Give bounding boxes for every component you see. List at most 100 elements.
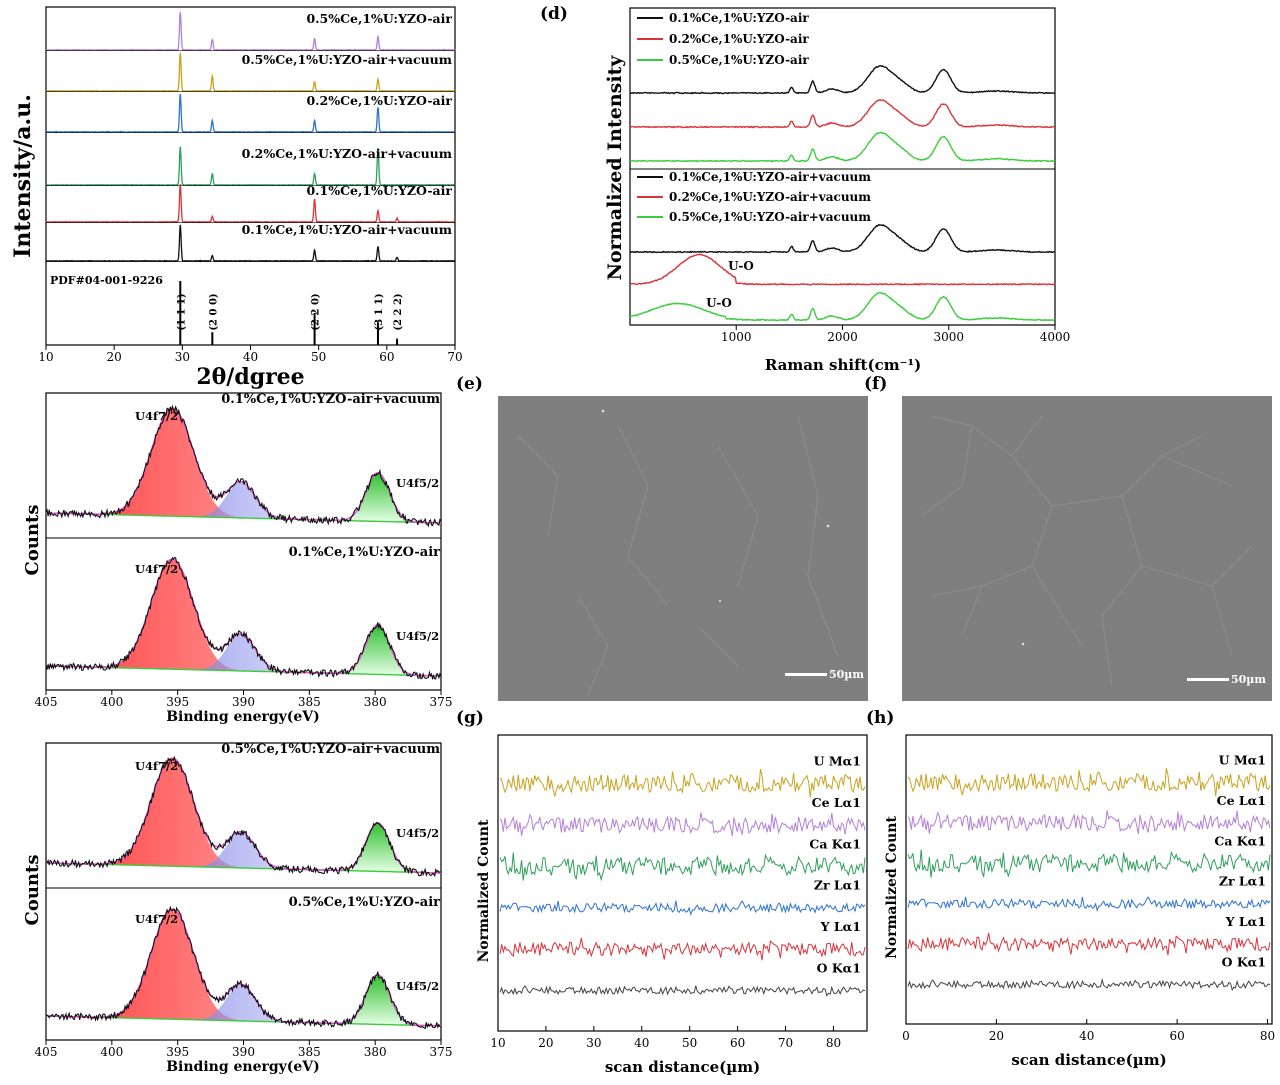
xrd-series-label-5: 0.1%Ce,1%U:YZO-air+vacuum	[242, 222, 452, 237]
xrd-xtick-label-3: 40	[243, 350, 258, 364]
edsh-xtick-label-3: 60	[1169, 1029, 1184, 1043]
xrd-xtick-label-4: 50	[311, 350, 326, 364]
xrd-reference-label-2: (2 2 0)	[311, 293, 322, 330]
panel-letter-g: (g)	[456, 708, 484, 728]
xps-chart-bottom: 405 400 395 390 385 380 375 Binding energy(eV) C…	[22, 742, 452, 1075]
xps1-peak-u4f52-0	[46, 472, 441, 523]
raman-ylabel: Normalized Intensity	[604, 55, 626, 281]
raman-legend-label-2: 0.5%Ce,1%U:YZO-air	[669, 53, 809, 67]
xps1-xtick-label-1: 400	[100, 695, 123, 709]
raman-legend-label-4: 0.2%Ce,1%U:YZO-air+vacuum	[669, 190, 871, 204]
edsg-series-label-0: U Mα1	[814, 753, 861, 768]
edsh-ylabel: Normalized Count	[884, 816, 900, 959]
sem-image-e: 50µm	[498, 396, 868, 701]
xps2-background-0	[46, 862, 441, 874]
xps1-background-1	[46, 665, 441, 677]
xrd-series-label-3: 0.2%Ce,1%U:YZO-air+vacuum	[242, 146, 452, 161]
edsg-series-label-1: Ce Lα1	[812, 795, 861, 810]
raman-series-3	[629, 223, 1056, 254]
raman-legend-label-5: 0.5%Ce,1%U:YZO-air+vacuum	[669, 210, 871, 224]
xps1-xtick-label-6: 375	[430, 695, 453, 709]
edsh-series-5	[907, 977, 1271, 992]
sem-f-scalebar-label: 50µm	[1231, 673, 1266, 686]
raman-xtick-label-2: 3000	[933, 330, 964, 344]
xrd-series-0	[46, 12, 456, 52]
xps2-peak-u4f72-0	[46, 758, 441, 873]
raman-series-2	[629, 131, 1056, 163]
sem-f-scalebar: 50µm	[1187, 673, 1266, 686]
eds-chart-h: 0 20 40 60 80 scan distance(µm) Normalized Cou…	[884, 734, 1275, 1069]
xps1-xlabel: Binding energy(eV)	[166, 709, 320, 725]
xps2-peak-u4f72-1	[46, 909, 441, 1026]
xps1-xtick-label-2: 395	[166, 695, 189, 709]
xps2-annotation-b-0: U4f5/2	[396, 826, 439, 840]
xps2-xtick-label-0: 405	[35, 1045, 58, 1059]
xrd-xtick-label-0: 10	[38, 350, 53, 364]
xrd-series-label-0: 0.5%Ce,1%U:YZO-air	[306, 11, 452, 26]
edsg-series-0	[499, 768, 866, 798]
raman-series-0	[629, 64, 1056, 95]
xps2-xtick-label-5: 380	[364, 1045, 387, 1059]
xps1-peak-mid-1	[46, 634, 441, 676]
panel-letter-h: (h)	[866, 708, 895, 728]
edsg-xtick-label-6: 70	[778, 1036, 793, 1050]
xps1-annotation-a-0: U4f7/2	[135, 409, 178, 423]
xps1-ylabel: Counts	[22, 505, 43, 576]
raman-series-1	[629, 99, 1056, 129]
xps2-peak-u4f52-0	[46, 822, 441, 873]
edsg-ylabel: Normalized Count	[476, 819, 492, 962]
xps1-annotation-b-1: U4f5/2	[396, 629, 439, 643]
edsg-series-4	[499, 937, 866, 961]
xps1-annotation-a-1: U4f7/2	[135, 562, 178, 576]
edsg-xtick-label-3: 40	[634, 1036, 649, 1050]
xps2-annotation-a-1: U4f7/2	[135, 912, 178, 926]
xps1-xtick-label-4: 385	[298, 695, 321, 709]
edsg-xlabel: scan distance(µm)	[605, 1058, 760, 1076]
edsg-series-label-2: Ca Kα1	[809, 836, 861, 851]
xps2-xtick-label-1: 400	[100, 1045, 123, 1059]
edsh-series-1	[907, 810, 1271, 834]
edsg-xtick-label-2: 30	[586, 1036, 601, 1050]
edsh-xlabel: scan distance(µm)	[1011, 1051, 1166, 1069]
sem-image-f: 50µm	[902, 396, 1272, 701]
xrd-xtick-label-1: 20	[107, 350, 122, 364]
xps1-xtick-label-3: 390	[232, 695, 255, 709]
xps2-annotation-a-0: U4f7/2	[135, 759, 178, 773]
sem-image-f-texture	[921, 415, 1253, 687]
edsg-xtick-label-4: 50	[682, 1036, 697, 1050]
xrd-series-5	[45, 224, 456, 263]
edsh-series-label-3: Zr Lα1	[1219, 874, 1266, 889]
edsh-series-label-5: O Kα1	[1222, 955, 1266, 970]
edsg-xtick-label-7: 80	[826, 1036, 841, 1050]
xps2-experimental-0	[45, 755, 442, 878]
raman-chart: 1000 2000 3000 4000 Raman shift(cm⁻¹) Normali…	[604, 7, 1070, 374]
xps1-xtick-label-5: 380	[364, 695, 387, 709]
xrd-xlabel: 2θ/dgree	[196, 364, 304, 390]
raman-legend-label-0: 0.1%Ce,1%U:YZO-air	[669, 11, 809, 25]
edsh-series-label-2: Ca Kα1	[1214, 833, 1266, 848]
edsh-frame	[905, 734, 1273, 1025]
edsh-xtick-label-0: 0	[902, 1029, 910, 1043]
xps1-peak-mid-0	[46, 482, 441, 523]
xps2-experimental-1	[45, 905, 442, 1030]
xps-chart-top: 405 400 395 390 385 380 375 Binding energy(eV) C…	[22, 392, 453, 725]
edsg-series-5	[499, 985, 866, 997]
xrd-series-label-4: 0.1%Ce,1%U:YZO-air	[306, 183, 452, 198]
edsg-series-label-5: O Kα1	[817, 961, 861, 976]
xps2-ylabel: Counts	[22, 855, 43, 926]
sem-e-scalebar-line	[785, 673, 827, 676]
xrd-reference-name: PDF#04-001-9226	[50, 274, 163, 287]
xrd-series-4	[45, 184, 456, 224]
panel-letter-d: (d)	[540, 4, 568, 24]
edsh-series-label-1: Ce Lα1	[1217, 793, 1266, 808]
xrd-xtick-label-2: 30	[175, 350, 190, 364]
xps1-experimental-0	[45, 404, 442, 528]
xps1-experimental-1	[45, 556, 442, 680]
xrd-series-1	[46, 52, 456, 93]
xrd-ylabel: Intensity/a.u.	[10, 94, 36, 258]
edsh-series-label-0: U Mα1	[1219, 752, 1266, 767]
xps1-annotation-b-0: U4f5/2	[396, 476, 439, 490]
xps2-xtick-label-3: 390	[232, 1045, 255, 1059]
panel-letter-e: (e)	[456, 374, 483, 394]
edsg-xtick-label-1: 20	[538, 1036, 553, 1050]
